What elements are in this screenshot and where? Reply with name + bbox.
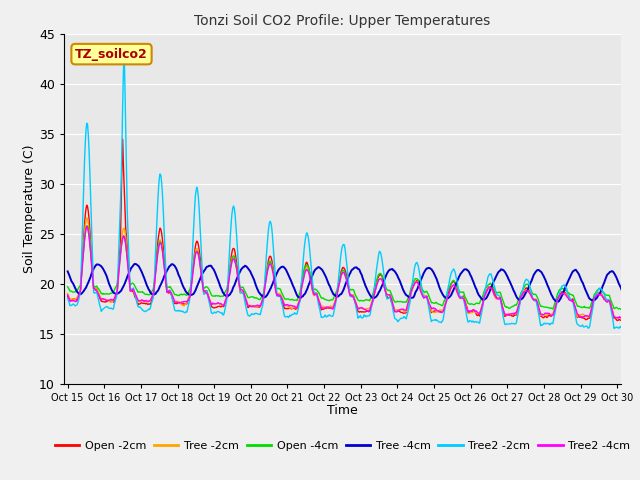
Tree -4cm	[64, 268, 72, 274]
Line: Tree2 -4cm: Tree2 -4cm	[68, 227, 640, 319]
Tree -2cm	[133, 297, 141, 303]
Tree -4cm	[422, 266, 430, 272]
Open -2cm	[270, 271, 278, 277]
Open -4cm	[83, 223, 91, 228]
Tree2 -2cm	[422, 294, 430, 300]
Open -2cm	[133, 300, 141, 305]
Open -4cm	[241, 288, 249, 294]
Tree2 -2cm	[64, 295, 72, 301]
Tree -2cm	[83, 215, 91, 221]
X-axis label: Time: Time	[327, 405, 358, 418]
Tree -2cm	[292, 304, 300, 310]
Open -2cm	[292, 306, 300, 312]
Tree2 -4cm	[455, 294, 463, 300]
Legend: Open -2cm, Tree -2cm, Open -4cm, Tree -4cm, Tree2 -2cm, Tree2 -4cm: Open -2cm, Tree -2cm, Open -4cm, Tree -4…	[51, 437, 634, 456]
Tree2 -2cm	[120, 51, 128, 57]
Open -2cm	[422, 294, 430, 300]
Title: Tonzi Soil CO2 Profile: Upper Temperatures: Tonzi Soil CO2 Profile: Upper Temperatur…	[195, 14, 490, 28]
Line: Tree -4cm: Tree -4cm	[68, 264, 640, 301]
Tree -4cm	[270, 277, 278, 283]
Line: Tree2 -2cm: Tree2 -2cm	[68, 54, 640, 329]
Tree -2cm	[422, 293, 430, 299]
Line: Tree -2cm: Tree -2cm	[68, 218, 640, 318]
Tree2 -2cm	[455, 289, 463, 295]
Tree2 -4cm	[292, 305, 300, 311]
Tree2 -2cm	[133, 300, 141, 306]
Line: Open -2cm: Open -2cm	[68, 139, 640, 321]
Tree -2cm	[270, 273, 278, 279]
Tree -2cm	[241, 293, 249, 299]
Open -4cm	[270, 272, 278, 278]
Tree2 -4cm	[133, 295, 141, 301]
Tree -4cm	[241, 263, 249, 269]
Text: TZ_soilco2: TZ_soilco2	[75, 48, 148, 60]
Open -4cm	[292, 298, 300, 303]
Tree2 -4cm	[241, 293, 249, 299]
Tree2 -4cm	[270, 276, 278, 282]
Tree -4cm	[133, 262, 141, 268]
Tree -4cm	[131, 261, 139, 267]
Tree -4cm	[292, 290, 300, 296]
Tree2 -4cm	[422, 294, 430, 300]
Tree -2cm	[455, 293, 463, 299]
Open -2cm	[613, 318, 621, 324]
Tree2 -4cm	[83, 224, 91, 229]
Tree -2cm	[64, 291, 72, 297]
Tree2 -4cm	[64, 292, 72, 298]
Open -2cm	[119, 136, 127, 142]
Tree2 -2cm	[241, 300, 249, 305]
Open -2cm	[64, 293, 72, 299]
Open -4cm	[64, 284, 72, 290]
Open -4cm	[422, 288, 430, 294]
Line: Open -4cm: Open -4cm	[68, 226, 640, 311]
Tree -4cm	[554, 299, 561, 304]
Tree2 -2cm	[292, 311, 300, 317]
Open -4cm	[133, 288, 141, 293]
Tree -4cm	[455, 274, 463, 280]
Tree2 -2cm	[270, 253, 278, 259]
Open -2cm	[455, 291, 463, 297]
Y-axis label: Soil Temperature (C): Soil Temperature (C)	[23, 144, 36, 273]
Open -2cm	[241, 295, 249, 301]
Open -4cm	[455, 288, 463, 293]
